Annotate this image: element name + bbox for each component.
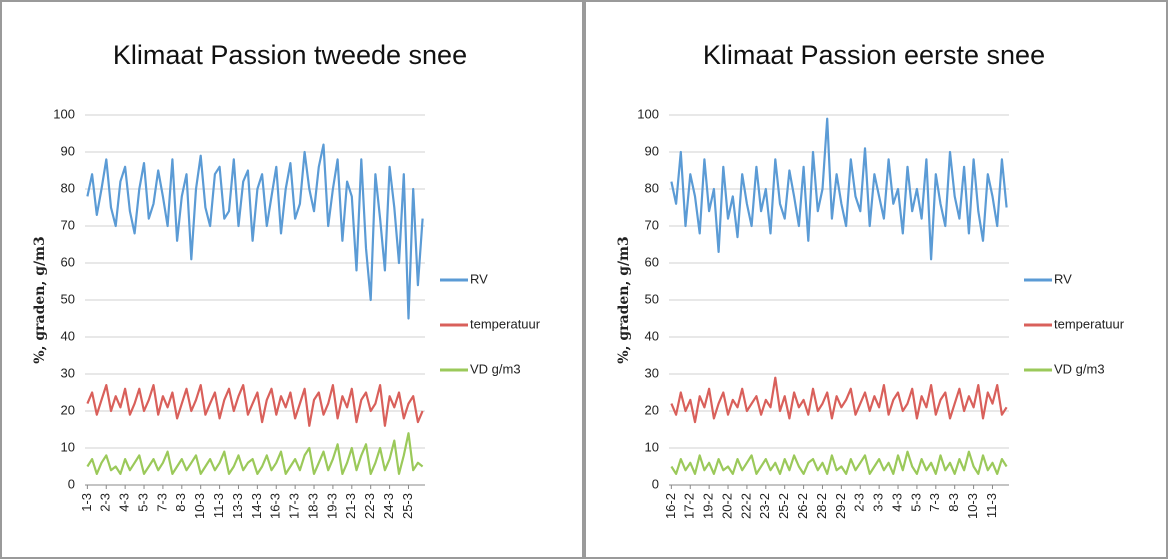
data-line [670, 450, 1008, 475]
y-axis-title: %, graden, g/m3 [616, 236, 632, 363]
y-tick-label: 30 [61, 365, 75, 380]
x-tick-label: 2-3 [98, 493, 113, 512]
x-tick-label: 25-2 [776, 493, 791, 519]
y-tick-label: 50 [61, 291, 75, 306]
x-tick-label: 13-3 [230, 493, 245, 519]
y-tick-label: 100 [637, 106, 659, 121]
x-tick-label: 17-2 [682, 493, 697, 519]
panel [584, 0, 1168, 559]
x-tick-label: 26-2 [795, 493, 810, 519]
x-tick-label: 14-3 [249, 493, 264, 519]
data-line [86, 143, 424, 320]
data-line [86, 384, 424, 427]
y-tick-label: 70 [61, 217, 75, 232]
x-tick-label: 16-2 [663, 493, 678, 519]
data-line [670, 376, 1008, 424]
y-tick-label: 30 [645, 365, 659, 380]
y-tick-label: 60 [645, 254, 659, 269]
y-tick-label: 0 [652, 476, 659, 491]
x-tick-label: 28-2 [814, 493, 829, 519]
x-tick-label: 22-2 [738, 493, 753, 519]
y-tick-label: 10 [61, 439, 75, 454]
x-tick-label: 7-3 [927, 493, 942, 512]
x-tick-label: 19-2 [701, 493, 716, 519]
x-tick-label: 8-3 [173, 493, 188, 512]
x-tick-label: 2-3 [852, 493, 867, 512]
chart-title: Klimaat Passion tweede snee [113, 40, 467, 70]
y-tick-label: 80 [645, 180, 659, 195]
x-tick-label: 21-3 [343, 493, 358, 519]
legend-label: VD g/m3 [470, 361, 521, 376]
y-tick-label: 20 [645, 402, 659, 417]
x-tick-label: 8-3 [946, 493, 961, 512]
y-tick-label: 20 [61, 402, 75, 417]
x-tick-label: 10-3 [965, 493, 980, 519]
legend-label: VD g/m3 [1054, 361, 1105, 376]
x-tick-label: 22-3 [362, 493, 377, 519]
x-tick-label: 17-3 [287, 493, 302, 519]
y-tick-label: 70 [645, 217, 659, 232]
y-tick-label: 40 [645, 328, 659, 343]
x-tick-label: 10-3 [192, 493, 207, 519]
x-tick-label: 29-2 [833, 493, 848, 519]
y-tick-label: 40 [61, 328, 75, 343]
y-tick-label: 50 [645, 291, 659, 306]
x-tick-label: 11-3 [984, 493, 999, 518]
x-tick-label: 18-3 [305, 493, 320, 519]
x-tick-label: 4-3 [889, 493, 904, 512]
legend-label: temperatuur [470, 316, 541, 331]
y-tick-label: 0 [68, 476, 75, 491]
x-tick-label: 24-3 [381, 493, 396, 519]
legend-label: temperatuur [1054, 316, 1125, 331]
x-tick-label: 5-3 [135, 493, 150, 512]
legend-label: RV [1054, 271, 1072, 286]
y-tick-label: 100 [53, 106, 75, 121]
x-tick-label: 16-3 [268, 493, 283, 519]
chart-title: Klimaat Passion eerste snee [703, 40, 1045, 70]
y-axis-title: %, graden, g/m3 [32, 236, 48, 363]
x-tick-label: 1-3 [79, 493, 94, 512]
data-line [670, 117, 1008, 261]
y-tick-label: 60 [61, 254, 75, 269]
x-tick-label: 3-3 [871, 493, 886, 512]
x-tick-label: 19-3 [324, 493, 339, 519]
x-tick-label: 23-2 [757, 493, 772, 519]
x-tick-label: 20-2 [719, 493, 734, 519]
x-tick-label: 4-3 [117, 493, 132, 512]
x-tick-label: 7-3 [154, 493, 169, 512]
y-tick-label: 10 [645, 439, 659, 454]
x-tick-label: 5-3 [908, 493, 923, 512]
y-tick-label: 80 [61, 180, 75, 195]
legend-label: RV [470, 271, 488, 286]
x-tick-label: 11-3 [211, 493, 226, 518]
x-tick-label: 25-3 [400, 493, 415, 519]
y-tick-label: 90 [645, 143, 659, 158]
y-tick-label: 90 [61, 143, 75, 158]
panel [0, 0, 584, 559]
data-line [86, 432, 424, 475]
